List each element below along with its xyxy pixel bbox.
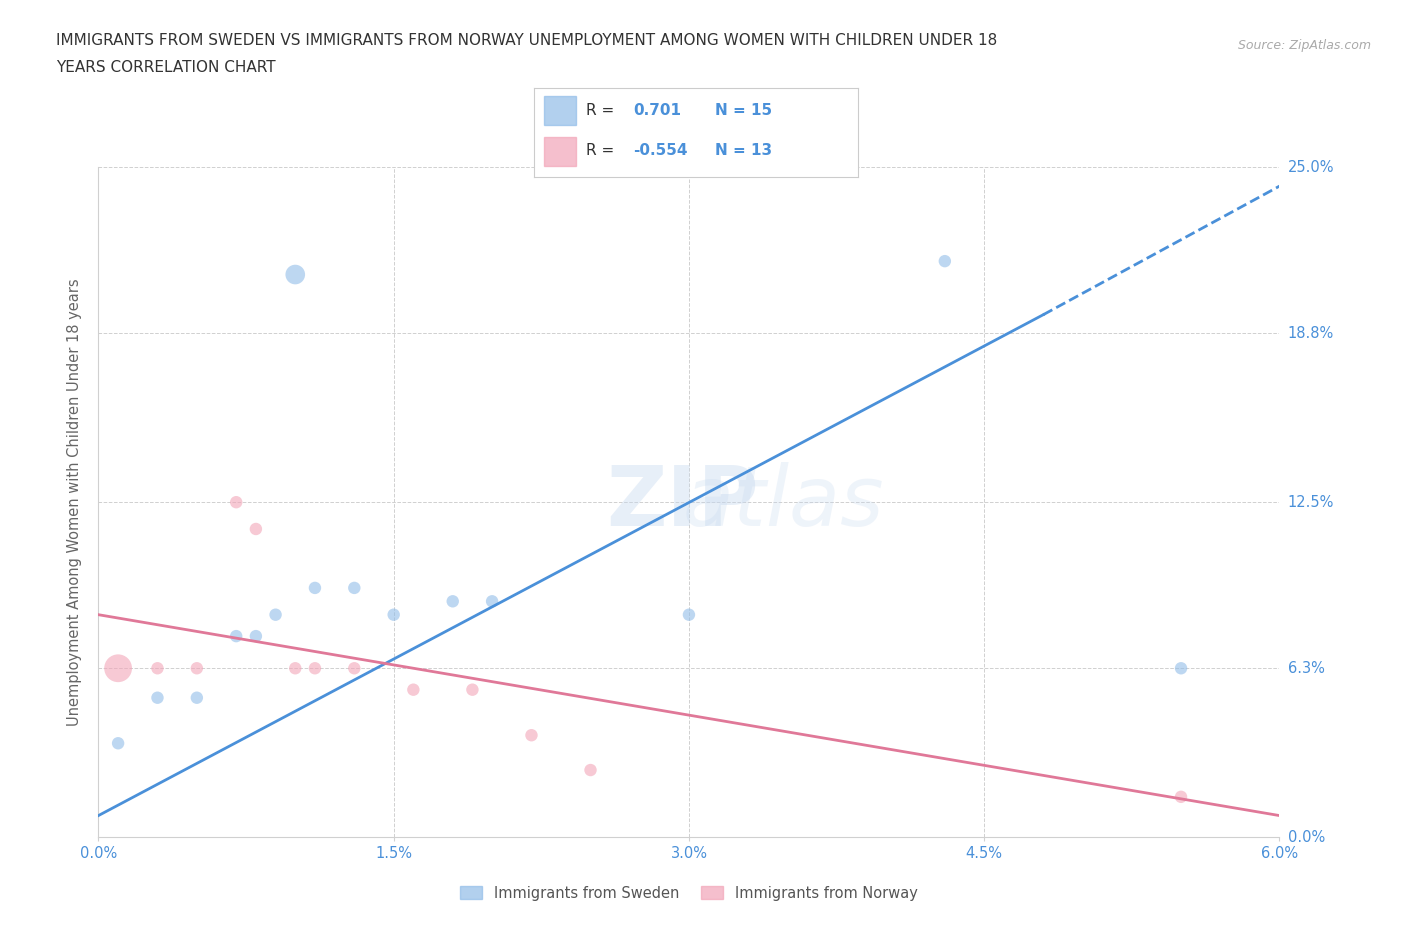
Point — [284, 661, 307, 676]
Text: R =: R = — [586, 142, 619, 158]
Point — [146, 661, 169, 676]
Point — [402, 683, 425, 698]
Point — [264, 607, 287, 622]
Point — [245, 522, 267, 537]
Point — [186, 661, 208, 676]
Point — [343, 661, 366, 676]
Y-axis label: Unemployment Among Women with Children Under 18 years: Unemployment Among Women with Children U… — [67, 278, 83, 726]
Text: IMMIGRANTS FROM SWEDEN VS IMMIGRANTS FROM NORWAY UNEMPLOYMENT AMONG WOMEN WITH C: IMMIGRANTS FROM SWEDEN VS IMMIGRANTS FRO… — [56, 33, 997, 47]
Point — [1170, 661, 1192, 676]
Text: 0.701: 0.701 — [633, 103, 681, 118]
Point — [382, 607, 405, 622]
Text: YEARS CORRELATION CHART: YEARS CORRELATION CHART — [56, 60, 276, 75]
Legend: Immigrants from Sweden, Immigrants from Norway: Immigrants from Sweden, Immigrants from … — [454, 880, 924, 907]
Bar — [544, 97, 576, 126]
Point — [225, 495, 247, 510]
Text: 12.5%: 12.5% — [1288, 495, 1334, 510]
Text: R =: R = — [586, 103, 619, 118]
Point — [304, 661, 326, 676]
Point — [146, 690, 169, 705]
Point — [934, 254, 956, 269]
Text: 25.0%: 25.0% — [1288, 160, 1334, 175]
Text: atlas: atlas — [683, 461, 884, 543]
Text: ZIP: ZIP — [606, 461, 759, 543]
Point — [107, 736, 129, 751]
Point — [284, 267, 307, 282]
Text: N = 15: N = 15 — [716, 103, 772, 118]
Point — [225, 629, 247, 644]
Point — [461, 683, 484, 698]
Point — [520, 728, 543, 743]
Point — [441, 594, 464, 609]
Point — [1170, 790, 1192, 804]
Point — [579, 763, 602, 777]
Point — [107, 661, 129, 676]
Point — [186, 690, 208, 705]
Point — [343, 580, 366, 595]
Text: 6.3%: 6.3% — [1288, 660, 1324, 676]
Text: N = 13: N = 13 — [716, 142, 772, 158]
Text: Source: ZipAtlas.com: Source: ZipAtlas.com — [1237, 39, 1371, 52]
Text: 18.8%: 18.8% — [1288, 326, 1334, 341]
Point — [678, 607, 700, 622]
Point — [304, 580, 326, 595]
Point — [481, 594, 503, 609]
Point — [245, 629, 267, 644]
Bar — [544, 137, 576, 166]
Text: -0.554: -0.554 — [633, 142, 688, 158]
Text: 0.0%: 0.0% — [1288, 830, 1324, 844]
